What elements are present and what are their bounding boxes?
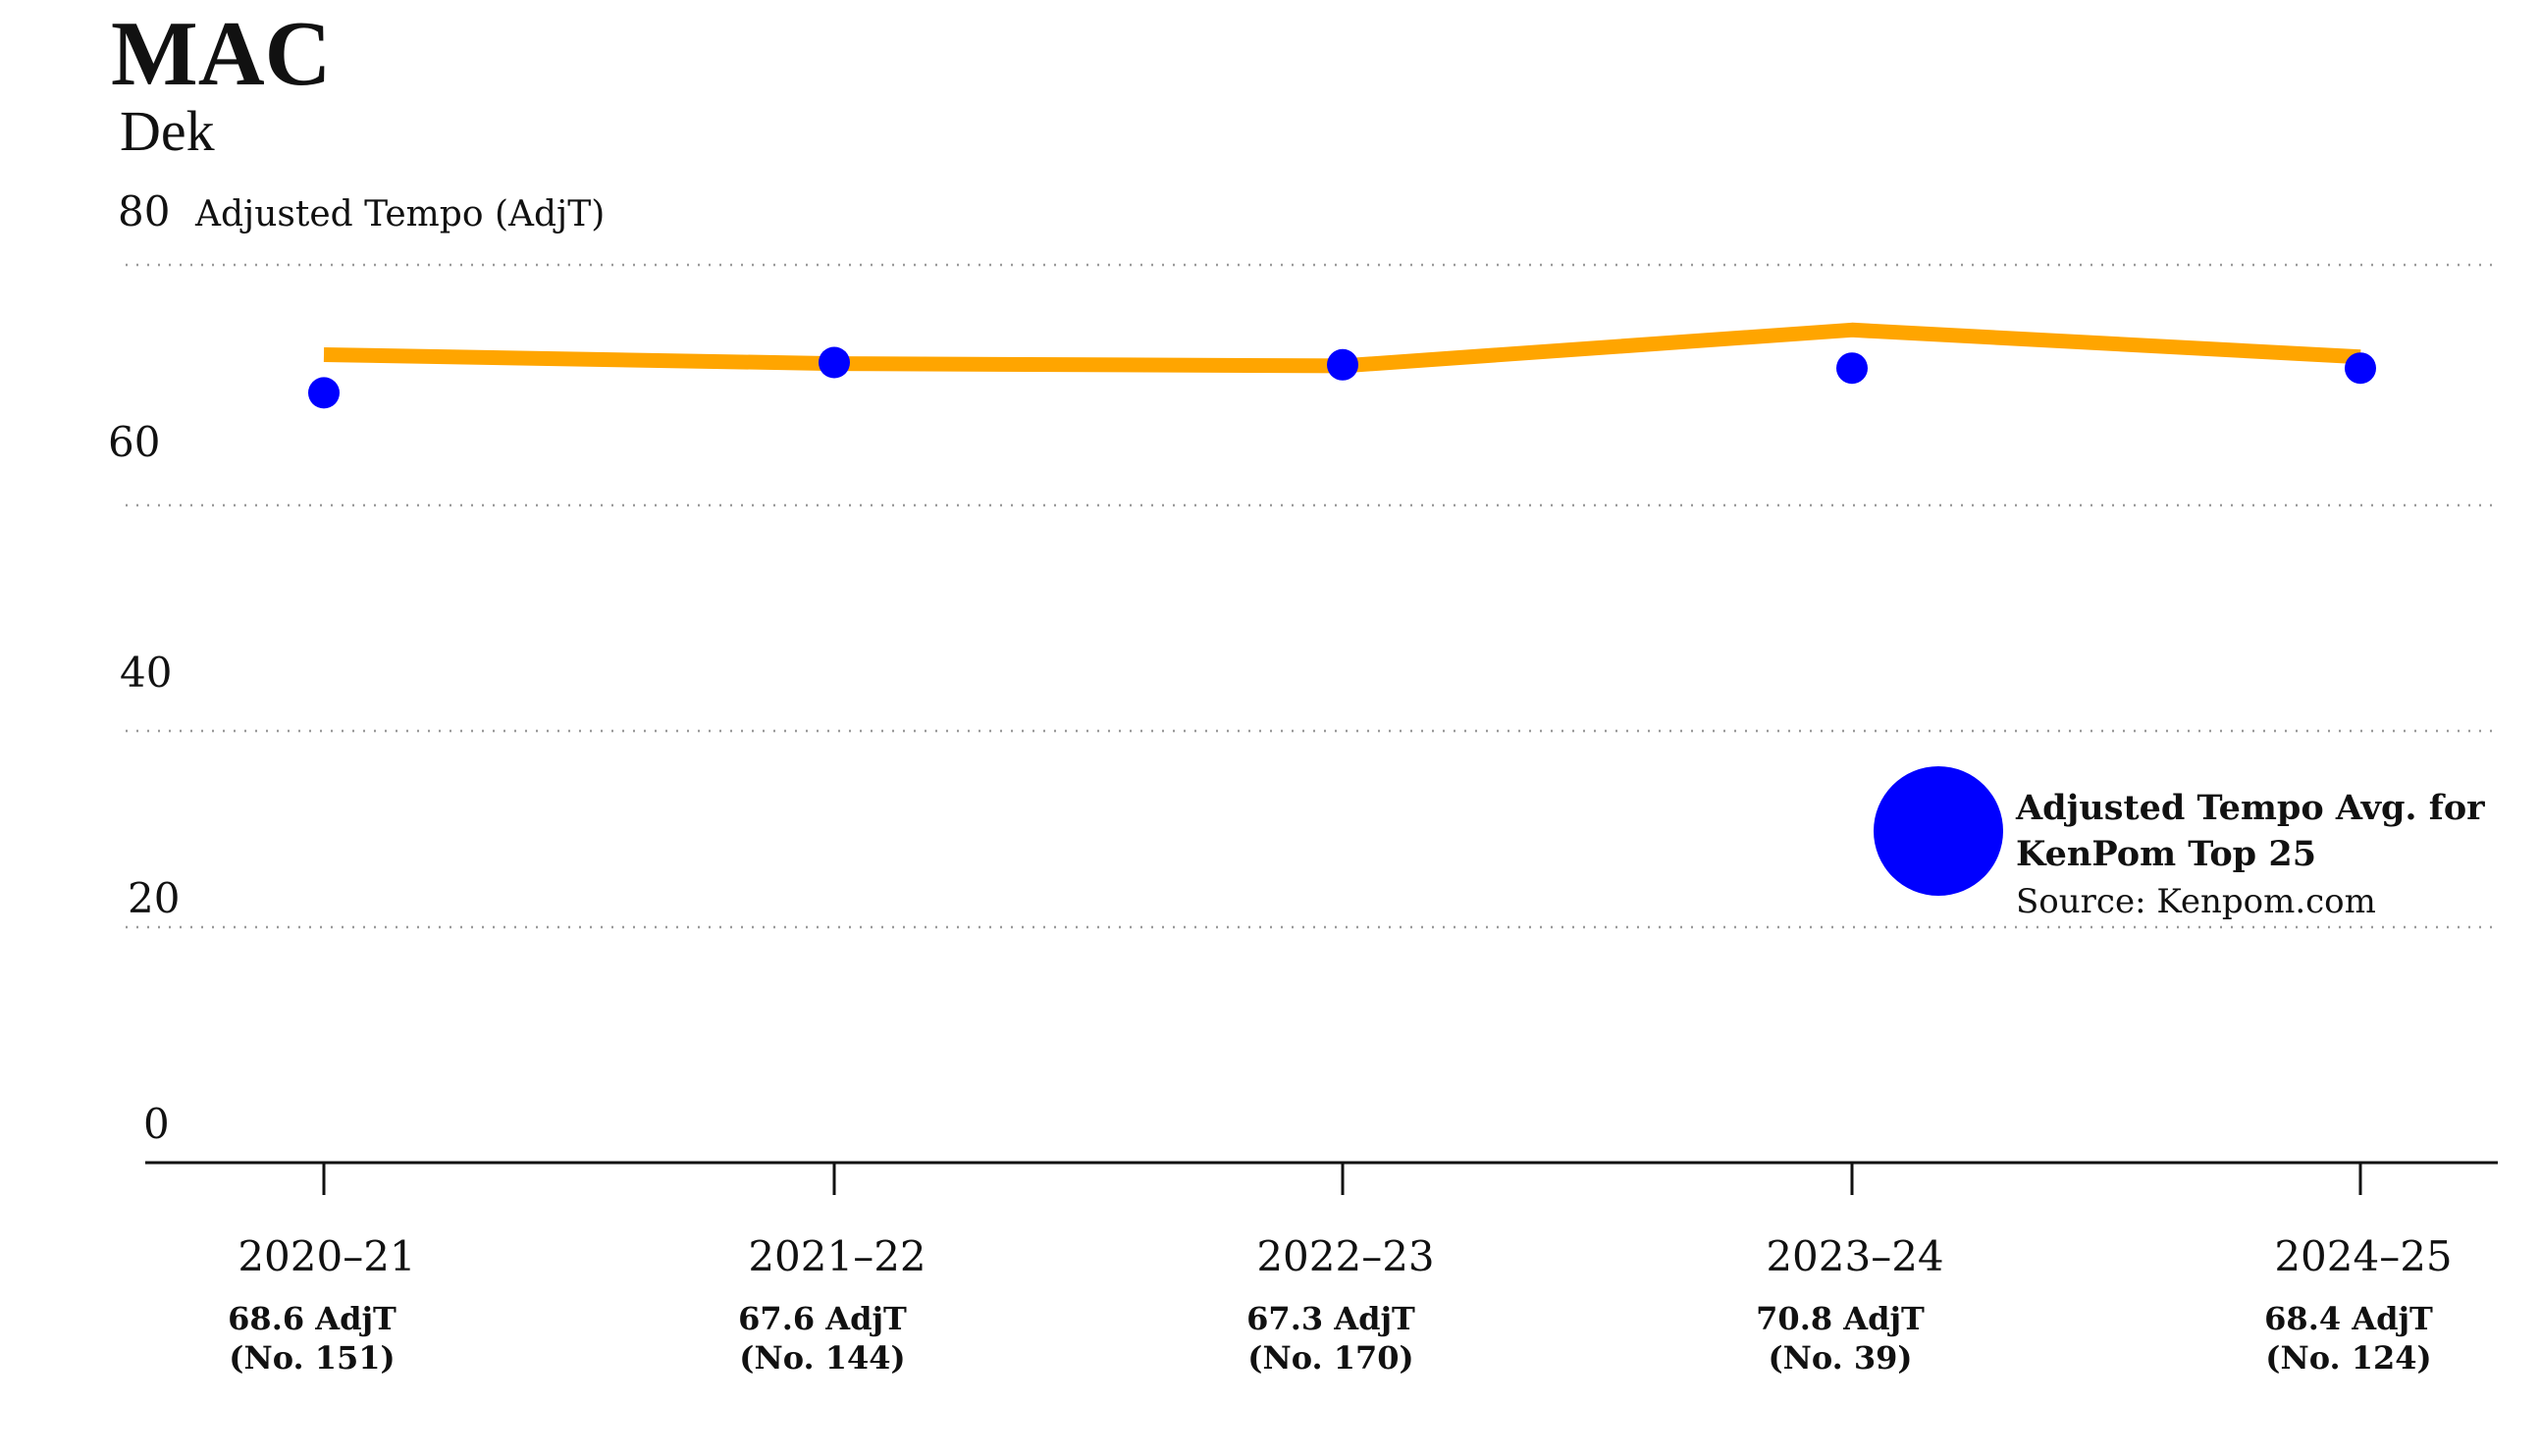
y-tick-label-20: 20 xyxy=(128,874,180,922)
legend-marker xyxy=(1874,766,2003,896)
data-label-rank-3: (No. 39) xyxy=(1768,1339,1912,1377)
x-tick-label-4: 2024–25 xyxy=(2274,1232,2452,1280)
legend-label-line1: Adjusted Tempo Avg. for xyxy=(2015,788,2485,828)
top25-average-points xyxy=(308,346,2376,409)
data-point-0 xyxy=(308,377,340,409)
source-note: Source: Kenpom.com xyxy=(2016,882,2376,921)
legend-label-line2: KenPom Top 25 xyxy=(2016,834,2316,874)
x-tick-label-3: 2023–24 xyxy=(1766,1232,1943,1280)
y-tick-label-60: 60 xyxy=(108,418,160,466)
data-label-rank-1: (No. 144) xyxy=(739,1339,905,1377)
x-tick-label-2: 2022–23 xyxy=(1256,1232,1434,1280)
data-label-rank-2: (No. 170) xyxy=(1247,1339,1413,1377)
chart-subtitle: Dek xyxy=(120,99,215,163)
x-axis xyxy=(145,1161,2498,1195)
y-tick-label-0: 0 xyxy=(143,1100,170,1148)
data-point-1 xyxy=(819,346,850,379)
data-label-rank-0: (No. 151) xyxy=(229,1339,395,1377)
y-tick-label-80: 80 xyxy=(118,187,170,235)
data-point-3 xyxy=(1836,352,1868,385)
data-label-value-3: 70.8 AdjT xyxy=(1756,1300,1925,1337)
legend: Adjusted Tempo Avg. for KenPom Top 25 Sour… xyxy=(1874,766,2485,921)
x-tick-label-0: 2020–21 xyxy=(238,1232,415,1280)
gridlines xyxy=(126,263,2498,929)
data-label-value-4: 68.4 AdjT xyxy=(2264,1300,2433,1337)
data-label-value-2: 67.3 AdjT xyxy=(1246,1300,1415,1337)
data-point-4 xyxy=(2345,352,2376,385)
y-axis-label: Adjusted Tempo (AdjT) xyxy=(194,194,605,234)
data-label-value-0: 68.6 AdjT xyxy=(228,1300,397,1337)
data-label-value-1: 67.6 AdjT xyxy=(738,1300,907,1337)
y-tick-label-40: 40 xyxy=(120,649,172,697)
chart-title: MAC xyxy=(111,3,332,105)
x-tick-label-1: 2021–22 xyxy=(748,1232,926,1280)
data-label-rank-4: (No. 124) xyxy=(2265,1339,2431,1377)
data-point-2 xyxy=(1327,348,1358,381)
